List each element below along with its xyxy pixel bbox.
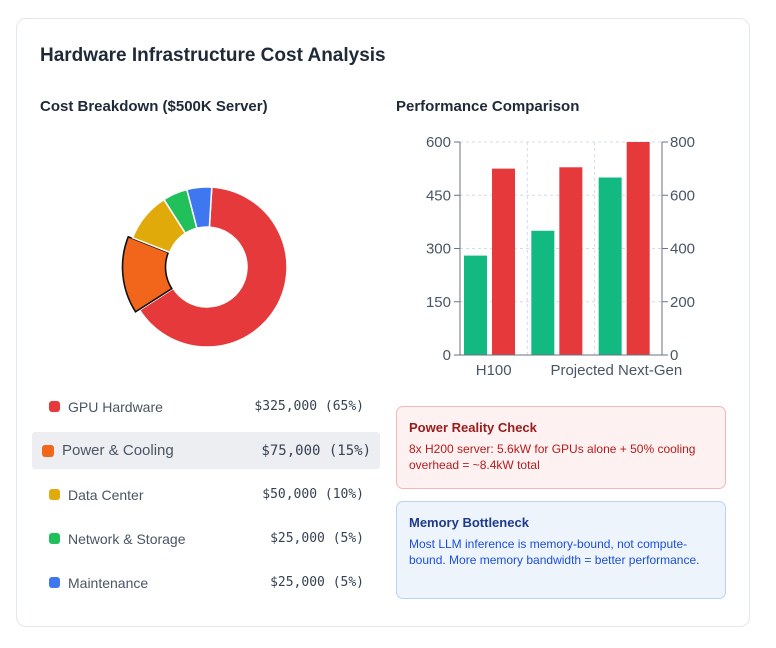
donut-slice-gpu-hardware[interactable] bbox=[138, 186, 288, 348]
legend-value: $25,000 (5%) bbox=[270, 531, 364, 546]
legend-swatch bbox=[49, 577, 60, 588]
legend-swatch bbox=[49, 533, 60, 544]
y-tick-label-right: 600 bbox=[670, 187, 695, 204]
legend-swatch bbox=[42, 444, 54, 457]
x-tick-label: H100 bbox=[476, 362, 512, 379]
y-tick-label-left: 150 bbox=[426, 294, 451, 311]
y-tick-label-right: 400 bbox=[670, 241, 695, 258]
donut-slice-power-cooling[interactable] bbox=[121, 235, 173, 313]
callout-text: 8x H200 server: 5.6kW for GPUs alone + 5… bbox=[409, 442, 696, 472]
callout-title: Power Reality Check bbox=[409, 420, 537, 435]
legend-value: $25,000 (5%) bbox=[270, 575, 364, 590]
callout-text: Most LLM inference is memory-bound, not … bbox=[409, 537, 700, 567]
y-tick-label-left: 0 bbox=[443, 347, 451, 364]
memory-bottleneck-callout: Memory Bottleneck Most LLM inference is … bbox=[396, 501, 726, 599]
legend-item-network-storage[interactable]: Network & Storage $25,000 (5%) bbox=[32, 520, 380, 557]
legend-label: GPU Hardware bbox=[68, 398, 163, 415]
bar-right-1[interactable] bbox=[559, 167, 583, 355]
legend-item-maintenance[interactable]: Maintenance $25,000 (5%) bbox=[32, 564, 380, 601]
y-tick-label-right: 0 bbox=[670, 347, 678, 364]
performance-bar-chart: 0 150 300 450 600 0 200 400 600 800 H100 Projected … bbox=[426, 134, 695, 379]
y-tick-label-left: 600 bbox=[426, 134, 451, 151]
bar-left-2[interactable] bbox=[598, 177, 622, 356]
legend-swatch bbox=[49, 489, 60, 500]
legend-swatch bbox=[49, 401, 60, 412]
bar-right-2[interactable] bbox=[626, 142, 650, 355]
donut-slice-maintenance[interactable] bbox=[185, 186, 213, 230]
power-reality-callout: Power Reality Check 8x H200 server: 5.6k… bbox=[396, 406, 726, 489]
callout-title: Memory Bottleneck bbox=[409, 515, 529, 530]
bar-right-0[interactable] bbox=[492, 168, 515, 355]
y-tick-label-right: 200 bbox=[670, 294, 695, 311]
performance-comparison-title: Performance Comparison bbox=[396, 98, 580, 115]
y-tick-label-left: 300 bbox=[426, 241, 451, 258]
legend-value: $325,000 (65%) bbox=[254, 399, 364, 414]
legend-item-gpu-hardware[interactable]: GPU Hardware $325,000 (65%) bbox=[32, 388, 380, 425]
legend-item-data-center[interactable]: Data Center $50,000 (10%) bbox=[32, 476, 380, 513]
bar-left-0[interactable] bbox=[464, 255, 487, 355]
legend-label: Power & Cooling bbox=[62, 442, 174, 459]
y-tick-label-left: 450 bbox=[426, 187, 451, 204]
legend-label: Network & Storage bbox=[68, 530, 186, 547]
legend-value: $50,000 (10%) bbox=[262, 487, 364, 502]
cost-legend: GPU Hardware $325,000 (65%) Power & Cool… bbox=[32, 388, 380, 608]
legend-value: $75,000 (15%) bbox=[261, 442, 371, 459]
legend-item-power-cooling[interactable]: Power & Cooling $75,000 (15%) bbox=[32, 432, 380, 469]
x-tick-label: Projected Next-Gen bbox=[550, 362, 682, 379]
legend-label: Data Center bbox=[68, 486, 144, 503]
bar-left-1[interactable] bbox=[531, 230, 555, 355]
page-title: Hardware Infrastructure Cost Analysis bbox=[40, 45, 386, 66]
cost-breakdown-title: Cost Breakdown ($500K Server) bbox=[40, 98, 268, 115]
y-tick-label-right: 800 bbox=[670, 134, 695, 151]
cost-donut-chart bbox=[121, 186, 288, 348]
legend-label: Maintenance bbox=[68, 574, 149, 591]
